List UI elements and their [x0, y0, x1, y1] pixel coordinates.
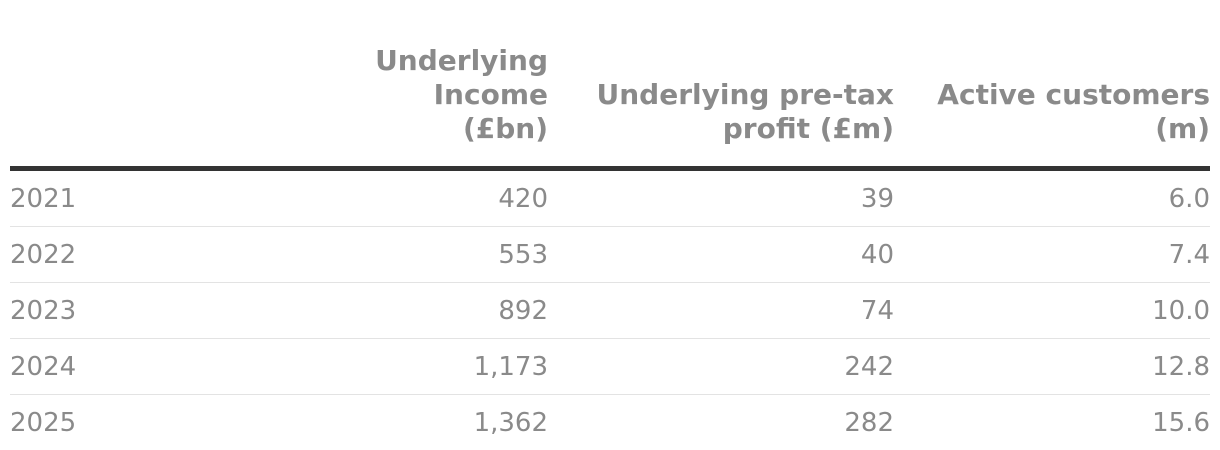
header-active-customers: Active customers (m) — [894, 44, 1210, 169]
cell-customers: 15.6 — [894, 395, 1210, 450]
cell-year: 2022 — [10, 227, 270, 283]
header-underlying-income: Underlying Income (£bn) — [270, 44, 548, 169]
table-row: 2022 553 40 7.4 — [10, 227, 1210, 283]
cell-customers: 10.0 — [894, 283, 1210, 339]
cell-profit: 40 — [548, 227, 894, 283]
table-body: 2021 420 39 6.0 2022 553 40 7.4 2023 892… — [10, 169, 1210, 450]
cell-profit: 242 — [548, 339, 894, 395]
table-header: Underlying Income (£bn) Underlying pre-t… — [10, 44, 1210, 169]
cell-year: 2024 — [10, 339, 270, 395]
cell-year: 2021 — [10, 169, 270, 227]
data-table-container: Underlying Income (£bn) Underlying pre-t… — [10, 44, 1210, 450]
cell-profit: 282 — [548, 395, 894, 450]
data-table: Underlying Income (£bn) Underlying pre-t… — [10, 44, 1210, 450]
cell-income: 1,362 — [270, 395, 548, 450]
cell-income: 553 — [270, 227, 548, 283]
cell-income: 420 — [270, 169, 548, 227]
cell-year: 2025 — [10, 395, 270, 450]
cell-profit: 74 — [548, 283, 894, 339]
table-row: 2025 1,362 282 15.6 — [10, 395, 1210, 450]
cell-income: 1,173 — [270, 339, 548, 395]
header-row: Underlying Income (£bn) Underlying pre-t… — [10, 44, 1210, 169]
cell-customers: 12.8 — [894, 339, 1210, 395]
table-row: 2023 892 74 10.0 — [10, 283, 1210, 339]
cell-income: 892 — [270, 283, 548, 339]
table-row: 2024 1,173 242 12.8 — [10, 339, 1210, 395]
cell-customers: 6.0 — [894, 169, 1210, 227]
table-row: 2021 420 39 6.0 — [10, 169, 1210, 227]
header-year — [10, 44, 270, 169]
header-pretax-profit: Underlying pre-tax profit (£m) — [548, 44, 894, 169]
cell-customers: 7.4 — [894, 227, 1210, 283]
cell-profit: 39 — [548, 169, 894, 227]
cell-year: 2023 — [10, 283, 270, 339]
